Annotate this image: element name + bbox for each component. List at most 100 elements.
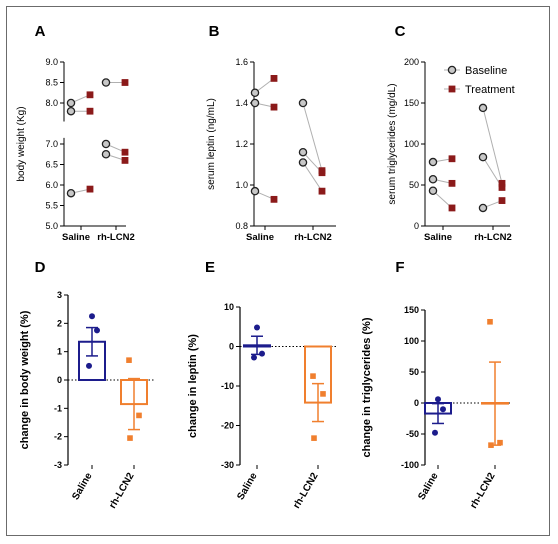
y-tick-label: 0.8 xyxy=(235,221,248,231)
data-point xyxy=(320,391,326,397)
data-point xyxy=(310,373,316,379)
treatment-point xyxy=(448,204,456,212)
treatment-point xyxy=(318,187,326,195)
baseline-point xyxy=(298,158,308,167)
y-tick-label: -1 xyxy=(54,403,62,413)
y-tick-label: 1.2 xyxy=(235,139,248,149)
x-tick-label: Saline xyxy=(70,471,94,502)
pair-line xyxy=(302,162,323,192)
baseline-point xyxy=(478,103,488,113)
x-tick-label: Saline xyxy=(62,232,90,243)
data-point xyxy=(126,357,132,363)
x-tick-label: Saline xyxy=(424,232,452,243)
y-tick-label: 50 xyxy=(409,367,419,377)
panel-letter: E xyxy=(205,259,215,276)
baseline-point xyxy=(250,88,260,98)
y-tick-label: 1 xyxy=(57,347,62,357)
data-point xyxy=(94,327,100,334)
y-axis-label: body weight (Kg) xyxy=(16,106,27,181)
chart-panel-f: F -100 -50 0 50 100 150 change in triglycerides… xyxy=(361,259,510,511)
figure-frame xyxy=(6,6,550,536)
y-tick-label: 50 xyxy=(409,180,419,190)
x-tick-label: rh-LCN2 xyxy=(97,232,134,243)
x-tick-label: Saline xyxy=(246,232,274,243)
baseline-point xyxy=(250,98,260,108)
y-tick-label: -50 xyxy=(406,429,419,439)
data-point xyxy=(89,313,95,320)
chart-panel-d: D -3 -2 -1 0 1 2 3 change in body weight (%) Sali… xyxy=(19,259,155,511)
chart-panel-b: B 0.8 1.0 1.2 1.4 1.6 serum leptin (ng/mL) Sali… xyxy=(206,23,336,243)
legend-treatment-label: Treatment xyxy=(465,84,515,96)
chart-panel-c: C 0 50 100 150 200 serum triglycerides (mg/dL)… xyxy=(387,23,515,243)
x-tick-label: rh-LCN2 xyxy=(294,232,331,243)
pair-line xyxy=(302,102,323,171)
data-point xyxy=(259,350,265,357)
y-tick-label: -3 xyxy=(54,460,62,470)
y-tick-label: 0 xyxy=(229,342,234,352)
baseline-point xyxy=(66,98,76,108)
y-tick-label: 150 xyxy=(404,98,419,108)
data-point xyxy=(311,435,317,441)
panel-letter: B xyxy=(209,23,220,40)
treatment-point xyxy=(86,185,94,193)
y-tick-label: 8.5 xyxy=(45,78,58,88)
baseline-point xyxy=(101,149,111,159)
x-tick-label: rh-LCN2 xyxy=(291,471,320,511)
treatment-point xyxy=(270,195,278,203)
y-tick-label: 0 xyxy=(57,375,62,385)
y-tick-label: 9.0 xyxy=(45,57,58,67)
treatment-point xyxy=(121,157,129,164)
treatment-point xyxy=(498,197,506,204)
y-tick-label: 5.0 xyxy=(45,221,58,231)
y-tick-label: -10 xyxy=(221,381,234,391)
chart-panel-a: A 5.0 5.5 6.0 6.5 7.0 8.0 8.5 9.0 body weight (Kg… xyxy=(16,23,135,243)
x-tick-label: Saline xyxy=(416,471,440,502)
baseline-point xyxy=(478,203,488,213)
data-point xyxy=(86,362,92,369)
treatment-point xyxy=(86,107,94,115)
baseline-point xyxy=(66,188,76,198)
pair-line xyxy=(482,107,503,184)
y-tick-label: 8.0 xyxy=(45,98,58,108)
data-point xyxy=(440,406,446,413)
treatment-point xyxy=(448,155,456,163)
baseline-point xyxy=(101,139,111,149)
treatment-point xyxy=(318,169,326,177)
treatment-point xyxy=(270,103,278,111)
y-tick-label: 1.4 xyxy=(235,98,248,108)
y-tick-label: 10 xyxy=(224,302,234,312)
data-point xyxy=(497,439,503,446)
y-axis-label: serum triglycerides (mg/dL) xyxy=(387,83,398,204)
y-tick-label: 7.0 xyxy=(45,139,58,149)
y-tick-label: 100 xyxy=(404,139,419,149)
y-tick-label: 5.5 xyxy=(45,201,58,211)
y-tick-label: 0 xyxy=(414,221,419,231)
panel-letter: A xyxy=(35,23,46,40)
y-tick-label: 3 xyxy=(57,290,62,300)
y-axis-label: serum leptin (ng/mL) xyxy=(206,98,217,190)
baseline-point xyxy=(298,147,308,157)
treatment-point xyxy=(448,179,456,187)
y-axis-label: change in leptin (%) xyxy=(187,334,199,438)
y-tick-label: 6.0 xyxy=(45,180,58,190)
y-tick-label: 150 xyxy=(404,305,419,315)
data-point xyxy=(127,435,133,441)
treatment-point xyxy=(86,91,94,99)
baseline-point xyxy=(428,157,438,167)
y-axis-label: change in triglycerides (%) xyxy=(361,317,373,457)
data-point xyxy=(487,318,493,325)
chart-panel-e: E -30 -20 -10 0 10 change in leptin (%) Saline r… xyxy=(187,259,336,511)
x-tick-label: rh-LCN2 xyxy=(468,471,497,511)
data-point xyxy=(435,396,441,403)
panel-letter: D xyxy=(35,259,46,276)
legend-baseline-label: Baseline xyxy=(465,65,507,77)
data-point xyxy=(136,412,142,419)
treatment-point xyxy=(270,75,278,82)
y-axis-label: change in body weight (%) xyxy=(19,310,31,449)
y-tick-label: -30 xyxy=(221,460,234,470)
y-tick-label: 200 xyxy=(404,57,419,67)
baseline-point xyxy=(250,186,260,196)
baseline-point xyxy=(66,106,76,116)
treatment-point xyxy=(121,79,129,86)
